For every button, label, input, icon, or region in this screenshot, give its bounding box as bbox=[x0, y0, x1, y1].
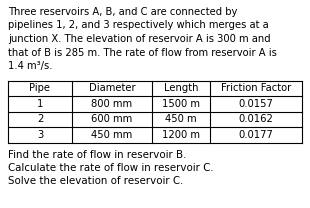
Text: Solve the elevation of reservoir C.: Solve the elevation of reservoir C. bbox=[8, 177, 183, 187]
Text: 600 mm: 600 mm bbox=[91, 114, 133, 124]
Text: junction X. The elevation of reservoir A is 300 m and: junction X. The elevation of reservoir A… bbox=[8, 34, 271, 44]
Text: 3: 3 bbox=[37, 130, 43, 140]
Text: Friction Factor: Friction Factor bbox=[221, 83, 291, 93]
Text: Pipe: Pipe bbox=[29, 83, 51, 93]
Text: 0.0177: 0.0177 bbox=[239, 130, 273, 140]
Text: that of B is 285 m. The rate of flow from reservoir A is: that of B is 285 m. The rate of flow fro… bbox=[8, 47, 277, 57]
Text: Length: Length bbox=[164, 83, 198, 93]
Text: 450 mm: 450 mm bbox=[91, 130, 133, 140]
Text: Find the rate of flow in reservoir B.: Find the rate of flow in reservoir B. bbox=[8, 150, 186, 160]
Text: pipelines 1, 2, and 3 respectively which merges at a: pipelines 1, 2, and 3 respectively which… bbox=[8, 21, 269, 31]
Text: Calculate the rate of flow in reservoir C.: Calculate the rate of flow in reservoir … bbox=[8, 163, 214, 173]
Text: 1: 1 bbox=[37, 99, 43, 109]
Text: 0.0157: 0.0157 bbox=[239, 99, 273, 109]
Text: 1200 m: 1200 m bbox=[162, 130, 200, 140]
Text: Diameter: Diameter bbox=[89, 83, 135, 93]
Text: 800 mm: 800 mm bbox=[91, 99, 133, 109]
Text: 2: 2 bbox=[37, 114, 43, 124]
Text: 1500 m: 1500 m bbox=[162, 99, 200, 109]
Text: 1.4 m³/s.: 1.4 m³/s. bbox=[8, 61, 52, 71]
Text: 450 m: 450 m bbox=[165, 114, 197, 124]
Text: 0.0162: 0.0162 bbox=[239, 114, 273, 124]
Text: Three reservoirs A, B, and C are connected by: Three reservoirs A, B, and C are connect… bbox=[8, 7, 237, 17]
